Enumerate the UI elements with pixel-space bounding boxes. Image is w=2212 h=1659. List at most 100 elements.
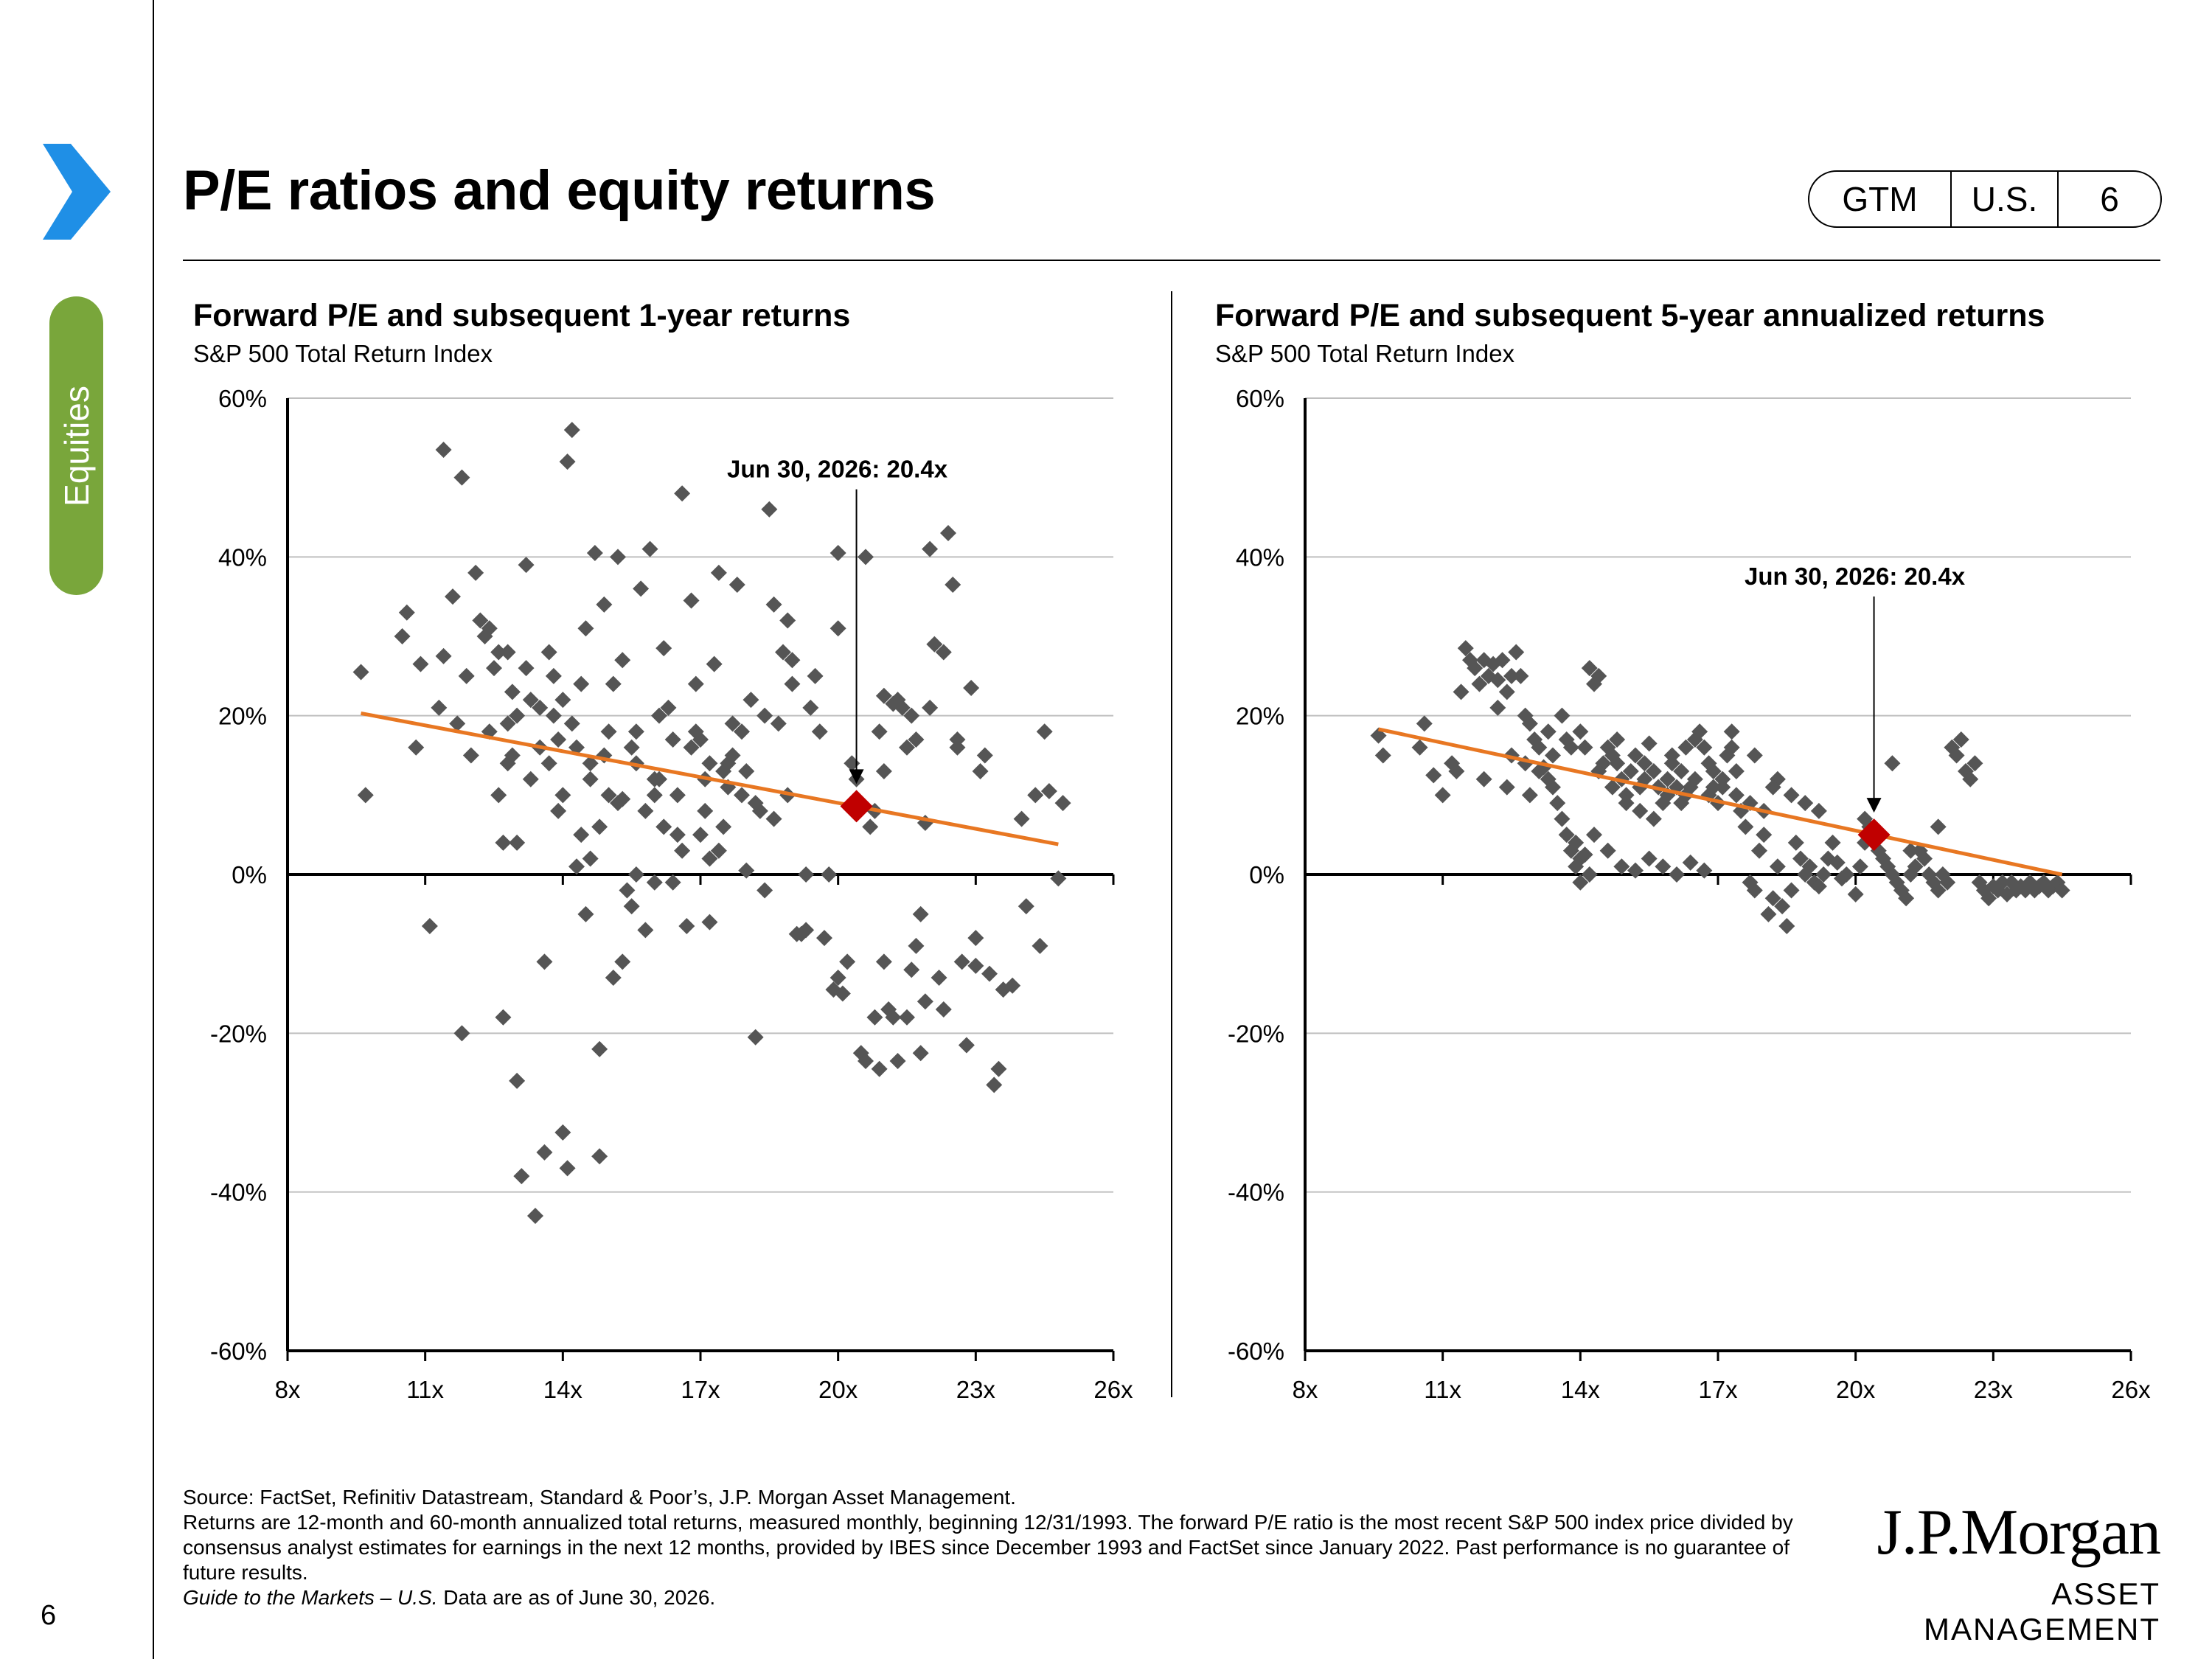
scatter-point [619, 882, 636, 899]
scatter-point [1746, 747, 1763, 764]
scatter-point [1622, 763, 1639, 780]
chart-1-subtitle: S&P 500 Total Return Index [193, 340, 493, 367]
scatter-point [1677, 739, 1694, 756]
scatter-point [1489, 699, 1506, 716]
section-tab-equities[interactable]: Equities [49, 296, 103, 595]
scatter-point [1756, 827, 1773, 844]
trend-line [361, 711, 1059, 846]
scatter-point [720, 755, 737, 772]
scatter-point [757, 707, 773, 724]
highlight-arrow-head [1866, 798, 1882, 813]
scatter-point [655, 818, 672, 835]
scatter-point [1792, 850, 1809, 867]
left-vertical-rule [153, 0, 154, 1659]
scatter-point [591, 1040, 608, 1057]
scatter-point [967, 957, 984, 974]
scatter-point [908, 731, 925, 748]
scatter-point [1636, 771, 1653, 787]
x-tick-label: 14x [543, 1376, 583, 1403]
scatter-point [1851, 858, 1868, 875]
y-tick-label: -20% [1228, 1020, 1284, 1047]
scatter-point [1018, 898, 1034, 915]
scatter-point [1737, 818, 1754, 835]
scatter-point [1549, 795, 1566, 812]
scatter-point [1489, 672, 1506, 689]
scatter-point [935, 1001, 952, 1018]
scatter-point [701, 914, 718, 931]
scatter-point [554, 787, 571, 804]
scatter-point [830, 544, 846, 561]
scatter-point [1531, 763, 1548, 780]
scatter-point [1521, 715, 1538, 732]
scatter-point [875, 687, 892, 704]
scatter-point [1576, 739, 1593, 756]
chart-2-plot: -60% -40% -20% 0% 20% 40% 60% 8x 11x 14x 17x 20x 23x… [1228, 385, 2151, 1403]
scatter-point [1902, 842, 1919, 859]
scatter-point [1948, 747, 1965, 764]
scatter-point [495, 834, 512, 851]
scatter-point [1540, 771, 1557, 787]
scatter-point [509, 1072, 526, 1089]
scatter-point [453, 469, 470, 486]
scatter-point [394, 628, 411, 644]
scatter-point [398, 604, 415, 621]
scatter-point [623, 739, 640, 756]
scatter-point [1609, 731, 1626, 748]
scatter-point [917, 815, 933, 832]
scatter-point [357, 787, 374, 804]
scatter-point [1700, 755, 1717, 772]
scatter-point [922, 699, 939, 716]
scatter-point [646, 874, 663, 891]
scatter-point [728, 577, 745, 594]
scatter-point [1985, 878, 2002, 895]
scatter-point [1696, 862, 1713, 879]
scatter-point [697, 802, 714, 819]
scatter-point [577, 905, 594, 922]
scatter-point [674, 842, 691, 859]
scatter-point [1590, 667, 1607, 684]
scatter-point [1645, 763, 1662, 780]
scatter-point [945, 577, 961, 594]
scatter-point [844, 755, 860, 772]
scatter-point [1554, 810, 1571, 827]
section-tab-label: Equities [57, 385, 96, 507]
y-tick-label: 0% [1249, 861, 1284, 888]
scatter-point [614, 652, 631, 669]
scatter-point [1457, 640, 1474, 657]
scatter-point [683, 592, 700, 609]
scatter-point [899, 1009, 915, 1026]
scatter-point [1411, 739, 1428, 756]
scatter-point [1930, 818, 1947, 835]
y-tick-label: -40% [1228, 1179, 1284, 1206]
scatter-point [1554, 707, 1571, 724]
scatter-point [563, 422, 580, 439]
scatter-point [1618, 795, 1635, 812]
scatter-point [976, 747, 993, 764]
scatter-point [967, 930, 984, 947]
title-divider [183, 260, 2160, 261]
badge-region: U.S. [1952, 172, 2059, 226]
scatter-point [1032, 937, 1048, 954]
scatter-point [605, 675, 622, 692]
scatter-point [1663, 747, 1680, 764]
scatter-point [458, 667, 475, 684]
scatter-point [862, 818, 879, 835]
scatter-point [596, 596, 613, 613]
scatter-point [926, 636, 943, 653]
scatter-point [798, 922, 815, 939]
scatter-point [1787, 834, 1804, 851]
x-tick-label: 11x [406, 1376, 444, 1403]
scatter-point [2026, 882, 2043, 899]
scatter-point [858, 549, 874, 566]
scatter-point [821, 866, 838, 883]
scatter-point [627, 723, 644, 740]
scatter-point [1797, 795, 1814, 812]
scatter-point [1778, 917, 1795, 934]
scatter-point [1834, 870, 1850, 887]
scatter-point [1545, 747, 1561, 764]
scatter-point [1907, 858, 1924, 875]
scatter-point [651, 707, 667, 724]
scatter-point [1576, 846, 1593, 863]
scatter-point [467, 564, 484, 581]
y-tick-label: -40% [210, 1179, 267, 1206]
